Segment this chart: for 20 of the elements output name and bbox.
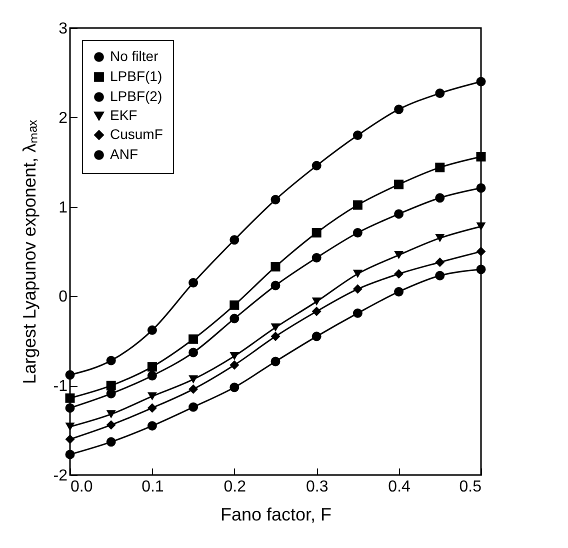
- x-tick-label: 0.5: [459, 478, 482, 496]
- y-tick-label: -1: [53, 378, 68, 396]
- x-axis-title: Fano factor, F: [220, 504, 332, 524]
- x-tick-label: 0.0: [70, 478, 93, 496]
- y-tick-label: -2: [53, 468, 68, 484]
- x-tick-label: 0.1: [142, 478, 164, 496]
- legend-label: CusumF: [110, 126, 163, 142]
- legend-label: No filter: [110, 48, 159, 64]
- legend-label: EKF: [110, 107, 138, 123]
- y-axis-title: Largest Lyapunov exponent, λₘₐₓ: [19, 120, 40, 384]
- y-tick-label: 1: [58, 199, 68, 216]
- legend-label: LPBF(2): [110, 88, 162, 104]
- legend-label: ANF: [110, 146, 138, 162]
- y-tick-label: 0: [58, 288, 68, 306]
- y-tick-label: 3: [58, 20, 68, 38]
- legend-label: LPBF(1): [110, 68, 162, 84]
- x-tick-label: 0.3: [306, 478, 328, 496]
- y-tick-label: 2: [58, 110, 68, 127]
- x-tick-label: 0.4: [388, 478, 411, 496]
- x-tick-label: 0.2: [224, 478, 246, 496]
